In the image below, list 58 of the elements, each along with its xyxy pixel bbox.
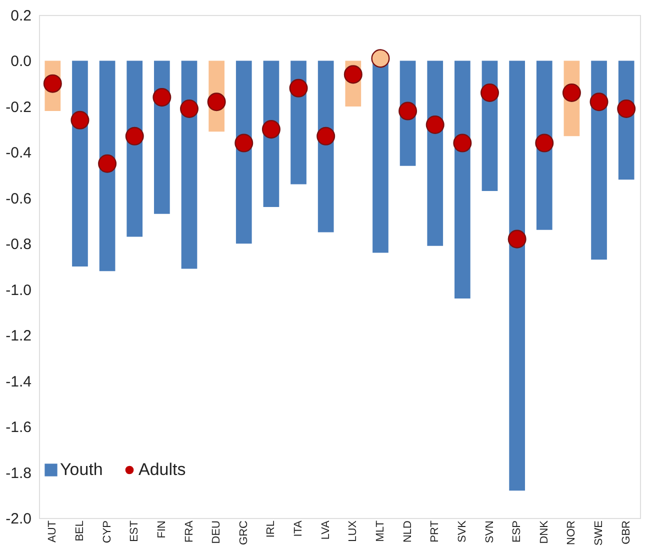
x-tick-label: LVA [320, 520, 332, 540]
x-tick-label: DNK [538, 520, 550, 544]
y-tick-label: -1.6 [6, 419, 32, 436]
point [398, 102, 418, 120]
x-tick-label: IRL [265, 520, 278, 538]
y-tick-label: -0.2 [6, 98, 32, 116]
point [207, 92, 226, 112]
x-tick-label: AUT [46, 520, 59, 542]
x-tick-label: SVN [484, 520, 496, 544]
point [508, 230, 526, 248]
point [562, 83, 581, 102]
x-tick-label: MLT [374, 520, 386, 542]
y-tick-label: -1.8 [6, 464, 32, 482]
y-tick-label: -2.0 [6, 510, 32, 528]
point [125, 126, 144, 146]
x-tick-label: BEL [74, 520, 86, 542]
x-tick-label: ESP [511, 520, 524, 543]
point [262, 120, 280, 139]
x-tick-label: GBR [620, 520, 632, 544]
x-tick-label: SVK [456, 520, 468, 543]
y-tick-label: -1.0 [6, 282, 32, 299]
x-tick-label: LUX [347, 520, 360, 542]
point [70, 110, 90, 130]
x-tick-label: PRT [429, 520, 442, 542]
y-tick-label: -1.4 [6, 373, 32, 390]
x-tick-label: CYP [101, 520, 114, 544]
point [316, 126, 336, 146]
y-tick-label: 0.2 [10, 8, 32, 24]
legend-label: Adults [138, 460, 186, 479]
point [617, 100, 636, 118]
y-tick-label: -0.8 [6, 236, 32, 254]
x-tick-label: EST [128, 520, 141, 542]
point [43, 74, 62, 93]
point [371, 49, 390, 68]
point [98, 154, 117, 173]
point [152, 88, 172, 107]
point [453, 134, 472, 152]
point [480, 83, 500, 102]
point [180, 100, 199, 118]
y-tick-label: -1.2 [6, 328, 32, 345]
legend-label: Youth [60, 460, 103, 479]
point [289, 78, 308, 98]
point [344, 65, 362, 84]
x-tick-label: NOR [566, 520, 578, 545]
point [590, 92, 608, 112]
x-tick-label: FRA [183, 520, 196, 542]
x-tick-label: NLD [402, 520, 414, 543]
y-tick-label: -0.6 [6, 190, 32, 208]
x-tick-label: GRC [238, 520, 250, 545]
point [234, 134, 254, 152]
y-tick-label: 0.0 [10, 53, 32, 70]
x-tick-label: DEU [210, 520, 223, 544]
x-tick-label: ITA [292, 520, 305, 537]
point [426, 116, 444, 134]
point [535, 134, 554, 152]
y-tick-label: -0.4 [6, 144, 32, 162]
x-tick-label: FIN [156, 520, 168, 538]
x-tick-label: SWE [593, 520, 606, 546]
